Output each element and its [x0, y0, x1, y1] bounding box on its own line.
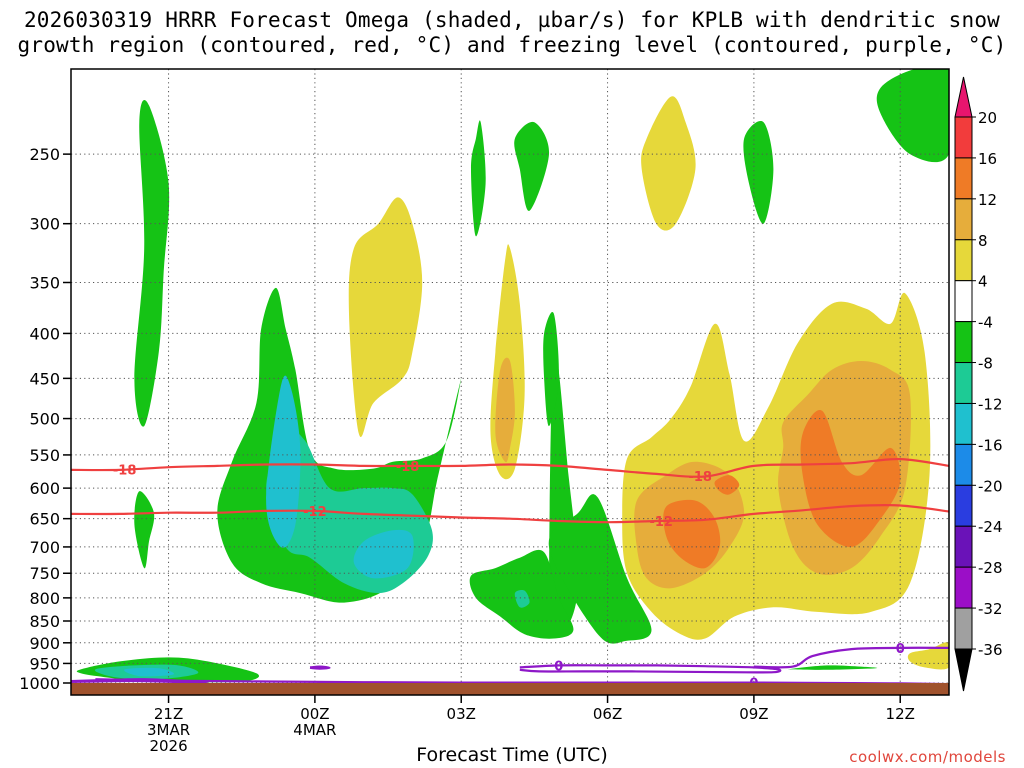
dgz-contour-label: -12: [303, 505, 327, 520]
freezing-level-contour-line: [309, 665, 331, 670]
chart-title-line1: 2026030319 HRRR Forecast Omega (shaded, …: [23, 8, 1001, 32]
y-tick-label: 800: [29, 589, 60, 608]
x-tick-label: 3MAR: [147, 721, 190, 739]
y-tick-label: 1000: [19, 674, 60, 693]
dgz-contour-label: -18: [113, 464, 137, 479]
omega-region--4: [876, 69, 949, 163]
omega-region-12: [714, 475, 740, 495]
colorbar-label: -16: [978, 436, 1003, 454]
omega-region--4: [134, 99, 170, 427]
colorbar-label: 4: [978, 273, 988, 291]
omega-region--4: [543, 311, 559, 427]
chart-title-line2: growth region (contoured, red, °C) and f…: [17, 33, 1007, 57]
colorbar-swatch: [954, 116, 973, 159]
omega-region--4: [134, 491, 155, 569]
x-tick-label: 03Z: [447, 705, 476, 723]
x-tick-label: 2026: [149, 737, 187, 755]
y-tick-label: 400: [29, 324, 60, 343]
colorbar-swatch: [954, 239, 973, 282]
y-tick-label: 900: [29, 634, 60, 653]
colorbar-swatch: [954, 566, 973, 609]
colorbar-swatch: [954, 198, 973, 241]
dgz-contour-label: -12: [649, 515, 673, 530]
omega-region-8: [495, 357, 515, 463]
x-tick-label: 21Z: [154, 705, 183, 723]
omega-region-12: [800, 410, 901, 547]
x-tick-label: 12Z: [886, 705, 915, 723]
y-tick-label: 500: [29, 410, 60, 429]
x-tick-label: 00Z: [300, 705, 329, 723]
freezing-level-contour-label: 0: [554, 659, 563, 674]
y-tick-label: 600: [29, 479, 60, 498]
colorbar-swatch: [954, 484, 973, 527]
freezing-level-contour-label: 0: [896, 642, 905, 657]
colorbar-swatch: [954, 362, 973, 404]
y-tick-label: 950: [29, 654, 60, 673]
colorbar-bottom-arrow: [954, 648, 973, 692]
x-tick-label: 06Z: [593, 705, 622, 723]
freezing-level-contour-line: [95, 678, 949, 683]
colorbar-label: 8: [978, 232, 988, 250]
dgz-contour-line: [71, 503, 949, 524]
omega-region--4: [514, 121, 550, 211]
y-tick-label: 550: [29, 446, 60, 465]
colorbar-label: 20: [978, 109, 997, 127]
dgz-contour-label: -18: [396, 460, 420, 475]
colorbar-label: -12: [978, 395, 1003, 413]
colorbar-swatch: [954, 402, 973, 445]
omega-region--8: [514, 589, 530, 608]
colorbar-label: -36: [978, 641, 1003, 659]
ground-bar: [71, 683, 949, 695]
y-tick-label: 650: [29, 510, 60, 529]
omega-region-12: [663, 499, 721, 569]
y-tick-label: 750: [29, 564, 60, 583]
x-axis-title: Forecast Time (UTC): [416, 744, 608, 766]
omega-region--4: [471, 120, 486, 237]
omega-region--4: [743, 121, 774, 224]
colorbar-label: 12: [978, 191, 997, 209]
y-tick-label: 450: [29, 369, 60, 388]
colorbar-swatch: [954, 525, 973, 568]
plot-frame: [70, 68, 950, 696]
omega-region-4: [641, 96, 696, 231]
omega-region-4: [907, 642, 949, 670]
colorbar-swatch: [954, 321, 973, 364]
omega-region--12: [353, 529, 414, 579]
colorbar-label: -24: [978, 518, 1003, 536]
colorbar-label: -28: [978, 559, 1003, 577]
y-tick-label: 300: [29, 215, 60, 234]
omega-region-4: [348, 197, 423, 438]
credit-text[interactable]: coolwx.com/models: [849, 748, 1006, 766]
y-tick-label: 350: [29, 273, 60, 292]
colorbar-swatch: [954, 157, 973, 200]
colorbar-swatch: [954, 280, 973, 323]
colorbar-label: -8: [978, 355, 993, 373]
x-tick-label: 09Z: [739, 705, 768, 723]
omega-region--4: [548, 494, 652, 644]
omega-region--12: [124, 667, 175, 677]
colorbar-swatch: [954, 607, 973, 650]
freezing-level-contour-line: [753, 646, 949, 669]
dgz-contour-line: [71, 457, 949, 478]
freezing-level-contour-line: [519, 664, 782, 674]
colorbar-label: -32: [978, 600, 1003, 618]
colorbar-label: -4: [978, 314, 993, 332]
colorbar-swatch: [954, 443, 973, 486]
dgz-contour-label: -18: [688, 470, 712, 485]
omega-region--4: [788, 665, 878, 670]
colorbar-label: 16: [978, 150, 997, 168]
y-tick-label: 700: [29, 538, 60, 557]
x-tick-label: 4MAR: [293, 721, 336, 739]
colorbar-top-arrow: [954, 76, 973, 118]
y-tick-label: 850: [29, 612, 60, 631]
y-tick-label: 250: [29, 145, 60, 164]
colorbar-label: -20: [978, 477, 1003, 495]
